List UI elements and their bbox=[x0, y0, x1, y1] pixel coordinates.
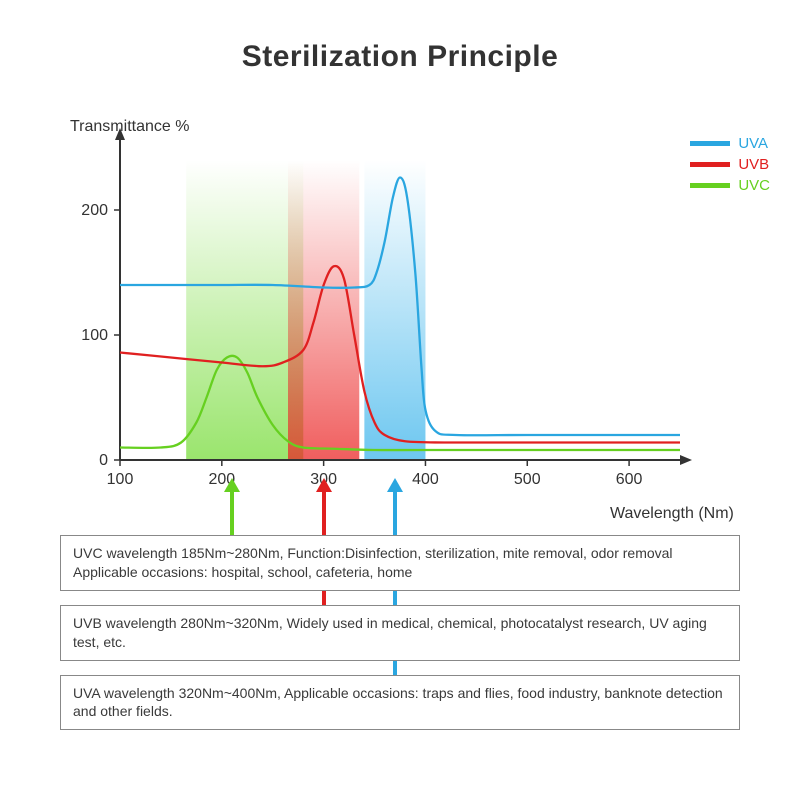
uvc-pointer bbox=[230, 490, 234, 535]
y-tick-200: 200 bbox=[81, 202, 108, 219]
legend-label-uvc: UVC bbox=[738, 177, 770, 194]
uvb-info: UVB wavelength 280Nm~320Nm, Widely used … bbox=[60, 605, 740, 661]
x-tick-500: 500 bbox=[514, 471, 541, 488]
uvb-pointer-head-icon bbox=[316, 478, 332, 492]
legend-item-uva: UVA bbox=[690, 135, 770, 152]
y-axis-arrow-icon bbox=[115, 128, 125, 140]
uvc-pointer-head-icon bbox=[224, 478, 240, 492]
uva-band bbox=[364, 160, 425, 460]
chart-svg: 0100200100200300400500600 bbox=[60, 100, 740, 500]
uva-info: UVA wavelength 320Nm~400Nm, Applicable o… bbox=[60, 675, 740, 731]
y-tick-100: 100 bbox=[81, 327, 108, 344]
legend-item-uvb: UVB bbox=[690, 156, 770, 173]
x-axis-arrow-icon bbox=[680, 455, 692, 465]
uvc-info: UVC wavelength 185Nm~280Nm, Function:Dis… bbox=[60, 535, 740, 591]
legend-label-uva: UVA bbox=[738, 135, 768, 152]
x-tick-400: 400 bbox=[412, 471, 439, 488]
legend-swatch-uva bbox=[690, 141, 730, 146]
x-tick-600: 600 bbox=[616, 471, 643, 488]
x-axis-label: Wavelength (Nm) bbox=[610, 505, 734, 523]
uva-pointer-head-icon bbox=[387, 478, 403, 492]
legend-swatch-uvc bbox=[690, 183, 730, 188]
page-root: Sterilization Principle Transmittance % … bbox=[0, 0, 800, 800]
x-tick-100: 100 bbox=[107, 471, 134, 488]
y-tick-0: 0 bbox=[99, 452, 108, 469]
info-boxes: UVC wavelength 185Nm~280Nm, Function:Dis… bbox=[60, 535, 740, 744]
page-title: Sterilization Principle bbox=[0, 40, 800, 74]
legend-swatch-uvb bbox=[690, 162, 730, 167]
legend-item-uvc: UVC bbox=[690, 177, 770, 194]
legend: UVA UVB UVC bbox=[690, 135, 770, 198]
uvc-band bbox=[186, 160, 303, 460]
legend-label-uvb: UVB bbox=[738, 156, 769, 173]
uvb-band bbox=[288, 160, 359, 460]
chart-area: 0100200100200300400500600 Wavelength (Nm… bbox=[60, 100, 740, 500]
